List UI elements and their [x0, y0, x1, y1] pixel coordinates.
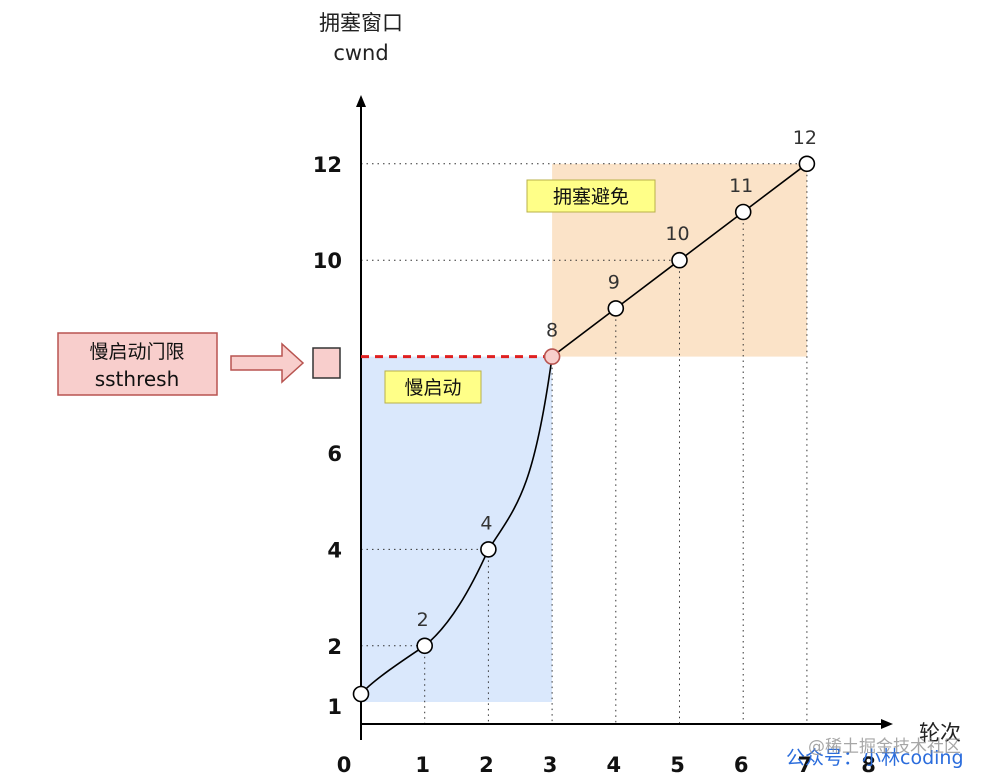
watermark: 公众号：小林coding — [786, 747, 964, 769]
data-point — [543, 348, 561, 365]
ssthresh-callout: 慢启动门限 ssthresh — [57, 332, 218, 396]
ssthresh-value-box — [312, 347, 341, 379]
x-tick-label: 3 — [543, 753, 558, 777]
data-point — [734, 203, 752, 221]
data-label: 10 — [665, 223, 689, 245]
y-axis-unit: cwnd — [333, 41, 388, 65]
avoidance-label-box: 拥塞避免 — [526, 179, 656, 213]
x-tick-label: 0 — [337, 753, 352, 777]
ssthresh-arrow-icon — [230, 342, 305, 384]
slow-start-label-box: 慢启动 — [384, 370, 482, 404]
data-point — [671, 251, 688, 269]
data-point — [798, 155, 816, 173]
x-tick-label: 6 — [734, 753, 749, 777]
data-point — [607, 300, 625, 317]
x-tick-labels: 0 1 2 3 4 5 6 7 8 — [337, 753, 876, 777]
x-tick-label: 1 — [415, 753, 430, 777]
ssthresh-label-cn: 慢启动门限 — [89, 341, 184, 363]
y-tick-labels: 124681012 — [313, 153, 342, 719]
data-label: 8 — [546, 320, 558, 342]
y-tick-label: 1 — [327, 695, 342, 719]
y-tick-label: 10 — [313, 249, 342, 273]
y-tick-label: 6 — [327, 442, 342, 466]
x-tick-label: 2 — [479, 753, 494, 777]
ssthresh-label-en: ssthresh — [95, 367, 180, 391]
x-axis-title: 轮次 — [919, 721, 961, 745]
y-tick-label: 4 — [327, 538, 342, 562]
dotted-guides — [361, 163, 808, 724]
x-tick-label: 8 — [861, 753, 876, 777]
y-axis-title: 拥塞窗口 — [319, 11, 403, 35]
watermark-overlay: @稀土掘金技术社区 — [808, 737, 961, 757]
x-tick-label: 5 — [670, 753, 685, 777]
data-label: 9 — [608, 271, 620, 293]
y-tick-label: 12 — [313, 153, 342, 177]
slow-start-label: 慢启动 — [404, 377, 461, 399]
avoidance-label: 拥塞避免 — [553, 186, 629, 208]
data-label: 2 — [417, 609, 429, 631]
data-point — [416, 637, 434, 655]
data-label: 11 — [729, 175, 753, 197]
data-point — [352, 685, 370, 703]
slow-start-region — [361, 356, 553, 702]
cwnd-points: 2 4 8 9 10 11 12 — [352, 127, 817, 703]
data-label: 12 — [793, 127, 817, 149]
x-tick-label: 4 — [606, 753, 621, 777]
data-point — [480, 541, 497, 558]
data-label: 4 — [480, 512, 492, 534]
y-tick-label: 2 — [327, 635, 342, 659]
x-tick-label: 7 — [798, 753, 813, 777]
